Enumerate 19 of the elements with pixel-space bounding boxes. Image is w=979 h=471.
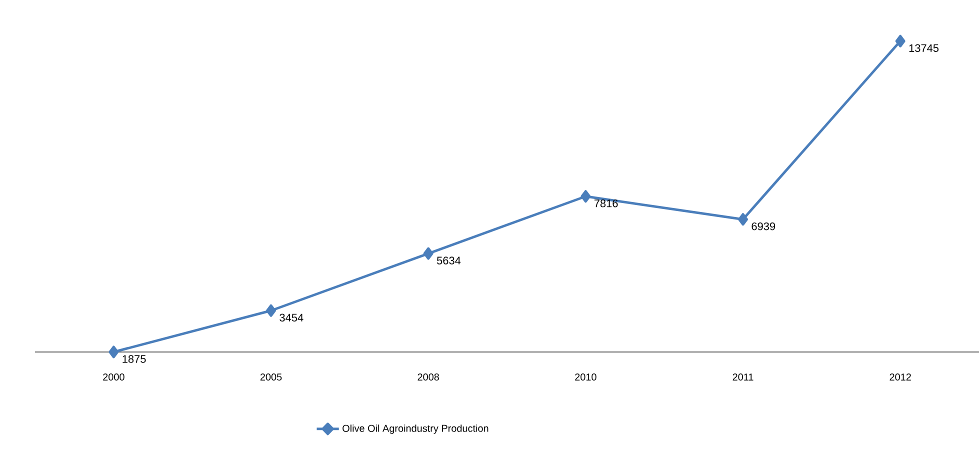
point xyxy=(423,247,434,260)
x-tick-label: 2012 xyxy=(890,374,911,381)
x-tick-label: 2010 xyxy=(575,374,596,381)
x-tick-label: 2008 xyxy=(418,374,439,381)
x-tick-label: 2000 xyxy=(103,374,124,381)
point xyxy=(108,346,119,358)
point xyxy=(580,190,591,203)
data-label: 7816 xyxy=(594,200,618,208)
legend-label: Olive Oil Agroindustry Production xyxy=(342,424,488,434)
point xyxy=(738,213,748,226)
data-label: 5634 xyxy=(436,256,461,264)
data-label: 6939 xyxy=(752,222,776,230)
point xyxy=(266,304,276,317)
data-label: 1875 xyxy=(122,355,146,363)
x-tick-label: 2005 xyxy=(260,374,282,381)
x-tick-label: 2011 xyxy=(732,374,754,381)
data-label: 13745 xyxy=(909,44,939,52)
data-label: 3454 xyxy=(280,314,304,322)
point xyxy=(895,34,906,48)
